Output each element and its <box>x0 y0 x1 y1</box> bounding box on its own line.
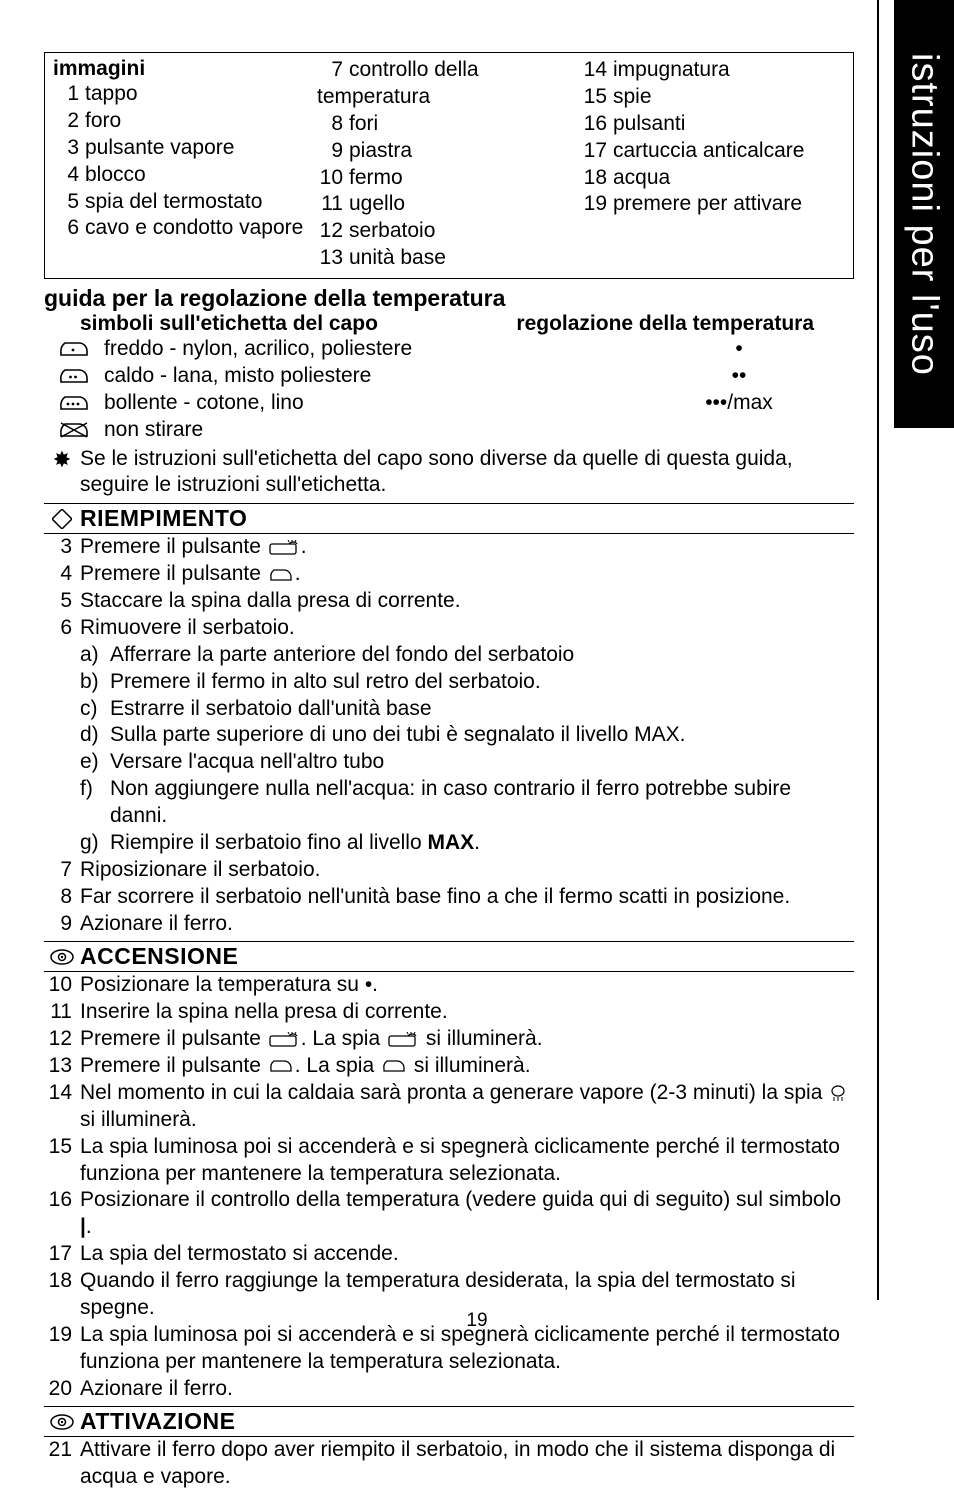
images-item: 7controllo della temperatura <box>317 57 581 111</box>
substep: e)Versare l'acqua nell'altro tubo <box>44 749 854 776</box>
eye-icon <box>44 948 80 966</box>
images-item: 18acqua <box>581 165 845 192</box>
section-riempimento-title: RIEMPIMENTO <box>80 505 247 532</box>
substep: c)Estrarre il serbatoio dall'unità base <box>44 696 854 723</box>
temp-row: non stirare <box>44 417 854 444</box>
images-item: 12serbatoio <box>317 218 581 245</box>
section-attivazione-head: ATTIVAZIONE <box>44 1406 854 1437</box>
substep: g)Riempire il serbatoio fino al livello … <box>44 830 854 857</box>
temp-guide-note: Se le istruzioni sull'etichetta del capo… <box>80 446 854 500</box>
step: 13Premere il pulsante . La spia si illum… <box>44 1053 854 1080</box>
temp-label: bollente - cotone, lino <box>104 390 624 417</box>
step: 10Posizionare la temperatura su •. <box>44 972 854 999</box>
page-number: 19 <box>0 1310 954 1332</box>
images-box: immagini 1tappo2foro3pulsante vapore4blo… <box>44 52 854 279</box>
temp-dots: •• <box>624 363 854 390</box>
substep: f)Non aggiungere nulla nell'acqua: in ca… <box>44 776 854 830</box>
section-accensione-head: ACCENSIONE <box>44 941 854 972</box>
section-riempimento-head: RIEMPIMENTO <box>44 503 854 534</box>
images-item: 2foro <box>53 108 317 135</box>
iron-icon <box>44 390 104 417</box>
page-content: immagini 1tappo2foro3pulsante vapore4blo… <box>44 52 854 1491</box>
substep: d)Sulla parte superiore di uno dei tubi … <box>44 722 854 749</box>
images-item: 5spia del termostato <box>53 189 317 216</box>
iron-icon <box>44 417 104 444</box>
side-rule <box>877 0 879 1300</box>
step: 21Attivare il ferro dopo aver riempito i… <box>44 1437 854 1491</box>
section-attivazione-title: ATTIVAZIONE <box>80 1408 235 1435</box>
images-item: 15spie <box>581 84 845 111</box>
step: 14Nel momento in cui la caldaia sarà pro… <box>44 1080 854 1134</box>
side-tab: istruzioni per l'uso <box>894 0 954 428</box>
images-item: 11ugello <box>317 191 581 218</box>
step: 11Inserire la spina nella presa di corre… <box>44 999 854 1026</box>
images-item: 1tappo <box>53 81 317 108</box>
step: 20Azionare il ferro. <box>44 1376 854 1403</box>
images-item: 17cartuccia anticalcare <box>581 138 845 165</box>
step: 9Azionare il ferro. <box>44 911 854 938</box>
temp-label: non stirare <box>104 417 624 444</box>
step: 6Rimuovere il serbatoio. <box>44 615 854 642</box>
substep: a)Afferrare la parte anteriore del fondo… <box>44 642 854 669</box>
step: 12Premere il pulsante . La spia si illum… <box>44 1026 854 1053</box>
temp-label: caldo - lana, misto poliestere <box>104 363 624 390</box>
temp-guide-left-head: simboli sull'etichetta del capo <box>80 312 378 336</box>
step: 16Posizionare il controllo della tempera… <box>44 1187 854 1241</box>
step: 17La spia del termostato si accende. <box>44 1241 854 1268</box>
images-col-1: immagini 1tappo2foro3pulsante vapore4blo… <box>53 57 317 272</box>
temp-guide-title: guida per la regolazione della temperatu… <box>44 285 854 312</box>
section-accensione-title: ACCENSIONE <box>80 943 238 970</box>
images-item: 4blocco <box>53 162 317 189</box>
iron-icon <box>44 336 104 363</box>
diamond-icon <box>44 509 80 529</box>
step: 7Riposizionare il serbatoio. <box>44 857 854 884</box>
note-bullet-icon: ✸ <box>44 446 80 500</box>
iron-icon <box>44 363 104 390</box>
temp-guide-right-head: regolazione della temperatura <box>516 312 814 336</box>
eye-icon <box>44 1413 80 1431</box>
images-heading: immagini <box>53 57 317 81</box>
images-item: 3pulsante vapore <box>53 135 317 162</box>
step: 5Staccare la spina dalla presa di corren… <box>44 588 854 615</box>
images-item: 8fori <box>317 111 581 138</box>
step: 3Premere il pulsante . <box>44 534 854 561</box>
step: 15La spia luminosa poi si accenderà e si… <box>44 1134 854 1188</box>
temp-dots: • <box>624 336 854 363</box>
images-item: 13unità base <box>317 245 581 272</box>
substep: b)Premere il fermo in alto sul retro del… <box>44 669 854 696</box>
images-item: 16pulsanti <box>581 111 845 138</box>
step: 8Far scorrere il serbatoio nell'unità ba… <box>44 884 854 911</box>
temp-row: caldo - lana, misto poliestere•• <box>44 363 854 390</box>
temp-row: freddo - nylon, acrilico, poliestere• <box>44 336 854 363</box>
step: 4Premere il pulsante . <box>44 561 854 588</box>
images-col-2: 7controllo della temperatura8fori9piastr… <box>317 57 581 272</box>
side-tab-text: istruzioni per l'uso <box>903 53 946 376</box>
images-item: 19premere per attivare <box>581 191 845 218</box>
images-col-3: 14impugnatura15spie16pulsanti17cartuccia… <box>581 57 845 272</box>
images-item: 14impugnatura <box>581 57 845 84</box>
images-item: 6cavo e condotto vapore <box>53 215 317 242</box>
temp-label: freddo - nylon, acrilico, poliestere <box>104 336 624 363</box>
temp-dots: •••/max <box>624 390 854 417</box>
temp-row: bollente - cotone, lino•••/max <box>44 390 854 417</box>
images-item: 10fermo <box>317 165 581 192</box>
images-item: 9piastra <box>317 138 581 165</box>
